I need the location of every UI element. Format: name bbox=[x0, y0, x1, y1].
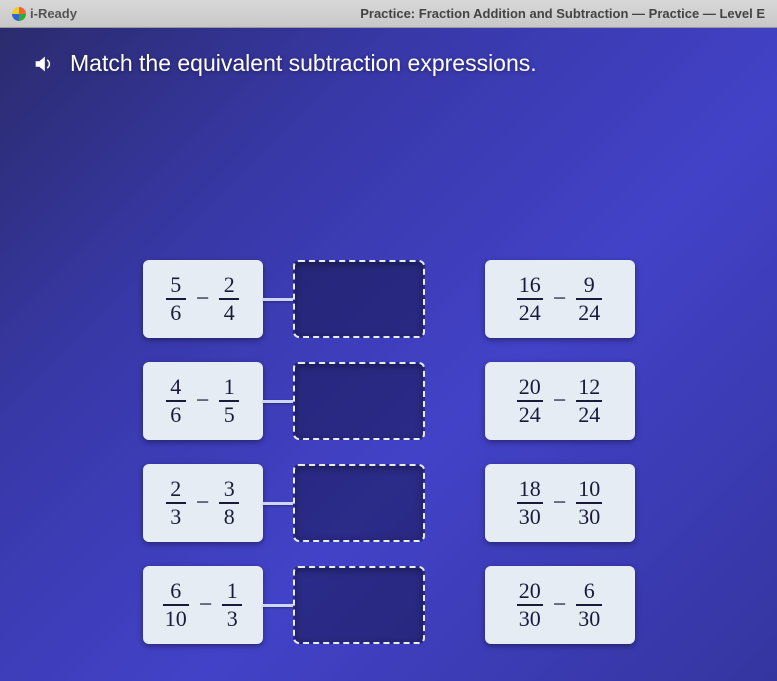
fraction-expression: 6 10 − 1 3 bbox=[163, 578, 243, 632]
fraction: 2 4 bbox=[219, 272, 239, 326]
fraction: 20 24 bbox=[517, 374, 543, 428]
denominator: 3 bbox=[225, 606, 240, 632]
denominator: 4 bbox=[222, 300, 237, 326]
minus-sign: − bbox=[196, 490, 210, 517]
fraction: 1 5 bbox=[219, 374, 239, 428]
denominator: 30 bbox=[517, 504, 543, 530]
minus-sign: − bbox=[553, 592, 567, 619]
activity-area: 5 6 − 2 4 16 24 − bbox=[0, 260, 777, 644]
denominator: 5 bbox=[222, 402, 237, 428]
denominator: 6 bbox=[168, 300, 183, 326]
fraction: 16 24 bbox=[517, 272, 543, 326]
drop-zone[interactable] bbox=[293, 464, 425, 542]
brand-icon bbox=[12, 7, 26, 21]
denominator: 24 bbox=[517, 300, 543, 326]
fraction: 20 30 bbox=[517, 578, 543, 632]
breadcrumb: Practice: Fraction Addition and Subtract… bbox=[360, 6, 765, 21]
denominator: 6 bbox=[168, 402, 183, 428]
numerator: 20 bbox=[517, 578, 543, 604]
numerator: 3 bbox=[222, 476, 237, 502]
fraction: 12 24 bbox=[576, 374, 602, 428]
minus-sign: − bbox=[553, 286, 567, 313]
fraction: 9 24 bbox=[576, 272, 602, 326]
fraction-expression: 4 6 − 1 5 bbox=[166, 374, 240, 428]
connector-line bbox=[263, 502, 293, 505]
numerator: 2 bbox=[222, 272, 237, 298]
instruction-row: Match the equivalent subtraction express… bbox=[0, 28, 777, 87]
brand: i-Ready bbox=[12, 6, 77, 21]
fraction: 18 30 bbox=[517, 476, 543, 530]
prompt-card[interactable]: 2 3 − 3 8 bbox=[143, 464, 263, 542]
prompt-card[interactable]: 6 10 − 1 3 bbox=[143, 566, 263, 644]
denominator: 24 bbox=[576, 402, 602, 428]
numerator: 9 bbox=[582, 272, 597, 298]
fraction-expression: 5 6 − 2 4 bbox=[166, 272, 240, 326]
fraction: 3 8 bbox=[219, 476, 239, 530]
numerator: 6 bbox=[582, 578, 597, 604]
minus-sign: − bbox=[553, 388, 567, 415]
connector-line bbox=[263, 400, 293, 403]
drop-zone[interactable] bbox=[293, 362, 425, 440]
top-bar: i-Ready Practice: Fraction Addition and … bbox=[0, 0, 777, 28]
numerator: 20 bbox=[517, 374, 543, 400]
fraction-expression: 18 30 − 10 30 bbox=[517, 476, 603, 530]
numerator: 5 bbox=[168, 272, 183, 298]
instruction-text: Match the equivalent subtraction express… bbox=[70, 50, 537, 77]
connector-line bbox=[263, 298, 293, 301]
fraction-expression: 16 24 − 9 24 bbox=[517, 272, 603, 326]
answer-card[interactable]: 16 24 − 9 24 bbox=[485, 260, 635, 338]
fraction: 6 10 bbox=[163, 578, 189, 632]
numerator: 1 bbox=[222, 374, 237, 400]
fraction: 1 3 bbox=[222, 578, 242, 632]
denominator: 10 bbox=[163, 606, 189, 632]
prompt-card[interactable]: 4 6 − 1 5 bbox=[143, 362, 263, 440]
denominator: 8 bbox=[222, 504, 237, 530]
denominator: 3 bbox=[168, 504, 183, 530]
connector-line bbox=[263, 604, 293, 607]
match-row: 2 3 − 3 8 18 30 − bbox=[143, 464, 635, 542]
minus-sign: − bbox=[199, 592, 213, 619]
match-row: 6 10 − 1 3 20 30 bbox=[143, 566, 635, 644]
fraction: 5 6 bbox=[166, 272, 186, 326]
denominator: 30 bbox=[576, 606, 602, 632]
denominator: 24 bbox=[576, 300, 602, 326]
numerator: 18 bbox=[517, 476, 543, 502]
numerator: 10 bbox=[576, 476, 602, 502]
prompt-card[interactable]: 5 6 − 2 4 bbox=[143, 260, 263, 338]
answer-card[interactable]: 18 30 − 10 30 bbox=[485, 464, 635, 542]
denominator: 30 bbox=[517, 606, 543, 632]
numerator: 12 bbox=[576, 374, 602, 400]
drop-zone[interactable] bbox=[293, 566, 425, 644]
drop-zone[interactable] bbox=[293, 260, 425, 338]
denominator: 30 bbox=[576, 504, 602, 530]
audio-icon[interactable] bbox=[30, 51, 56, 77]
numerator: 16 bbox=[517, 272, 543, 298]
fraction: 2 3 bbox=[166, 476, 186, 530]
fraction-expression: 20 30 − 6 30 bbox=[517, 578, 603, 632]
answer-card[interactable]: 20 30 − 6 30 bbox=[485, 566, 635, 644]
fraction: 4 6 bbox=[166, 374, 186, 428]
numerator: 4 bbox=[168, 374, 183, 400]
fraction-expression: 20 24 − 12 24 bbox=[517, 374, 603, 428]
brand-text: i-Ready bbox=[30, 6, 77, 21]
numerator: 2 bbox=[168, 476, 183, 502]
match-row: 5 6 − 2 4 16 24 − bbox=[143, 260, 635, 338]
match-row: 4 6 − 1 5 20 24 − bbox=[143, 362, 635, 440]
denominator: 24 bbox=[517, 402, 543, 428]
minus-sign: − bbox=[553, 490, 567, 517]
minus-sign: − bbox=[196, 286, 210, 313]
minus-sign: − bbox=[196, 388, 210, 415]
numerator: 6 bbox=[168, 578, 183, 604]
fraction-expression: 2 3 − 3 8 bbox=[166, 476, 240, 530]
fraction: 10 30 bbox=[576, 476, 602, 530]
answer-card[interactable]: 20 24 − 12 24 bbox=[485, 362, 635, 440]
numerator: 1 bbox=[225, 578, 240, 604]
fraction: 6 30 bbox=[576, 578, 602, 632]
